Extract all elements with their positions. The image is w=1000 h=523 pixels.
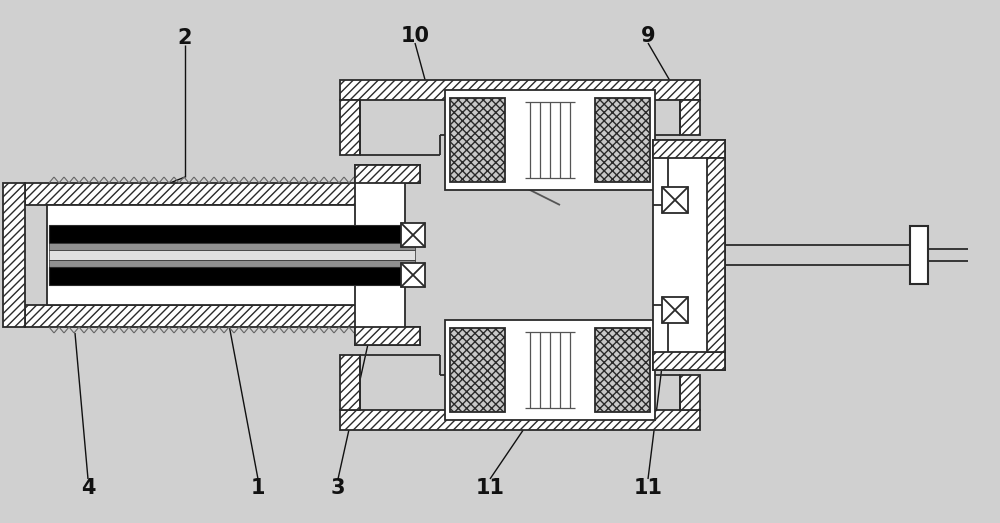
- Bar: [401, 263, 425, 287]
- Bar: [355, 165, 420, 183]
- Bar: [340, 410, 700, 430]
- Polygon shape: [355, 165, 420, 241]
- Bar: [401, 223, 425, 247]
- Bar: [662, 187, 688, 213]
- Bar: [49, 260, 415, 267]
- Text: 4: 4: [81, 478, 95, 498]
- Bar: [25, 183, 375, 205]
- Bar: [595, 98, 650, 182]
- Bar: [653, 352, 725, 370]
- Bar: [707, 158, 725, 352]
- Bar: [49, 250, 415, 260]
- Polygon shape: [355, 269, 420, 345]
- Bar: [910, 226, 928, 284]
- Bar: [355, 327, 420, 345]
- Bar: [340, 100, 360, 155]
- Bar: [595, 328, 650, 412]
- Bar: [3, 183, 25, 327]
- Bar: [340, 355, 360, 410]
- Bar: [340, 80, 700, 100]
- Bar: [445, 320, 655, 420]
- Text: 2: 2: [178, 28, 192, 48]
- Bar: [653, 140, 725, 370]
- Text: 1: 1: [251, 478, 265, 498]
- Bar: [49, 225, 415, 243]
- Bar: [47, 205, 375, 305]
- Bar: [375, 297, 397, 327]
- Bar: [662, 297, 688, 323]
- Bar: [49, 267, 415, 285]
- Bar: [450, 328, 505, 412]
- Bar: [445, 90, 655, 190]
- Bar: [375, 183, 397, 213]
- Bar: [49, 243, 415, 250]
- Text: 10: 10: [400, 26, 430, 46]
- Text: 3: 3: [331, 478, 345, 498]
- Bar: [450, 98, 505, 182]
- Bar: [653, 140, 725, 158]
- Text: 9: 9: [641, 26, 655, 46]
- Text: 11: 11: [634, 478, 662, 498]
- Bar: [680, 375, 700, 410]
- Bar: [25, 305, 375, 327]
- Bar: [680, 100, 700, 135]
- Text: 11: 11: [476, 478, 505, 498]
